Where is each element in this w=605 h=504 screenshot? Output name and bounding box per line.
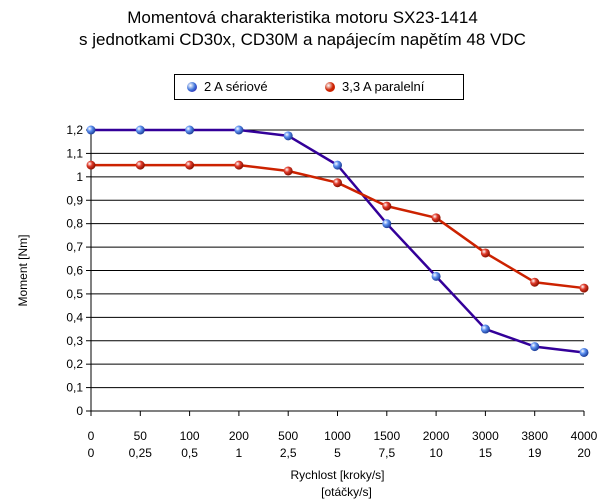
y-tick-label: 0,5 — [66, 287, 83, 301]
data-point-series-2 — [382, 201, 392, 211]
chart-subtitle: s jednotkami CD30x, CD30M a napájecím na… — [79, 30, 526, 49]
data-point-series-1 — [431, 271, 441, 281]
data-point-series-1 — [135, 125, 145, 135]
x-tick-label-secondary: 2,5 — [280, 446, 297, 460]
x-tick-label: 0 — [88, 429, 95, 443]
data-point-series-2 — [431, 213, 441, 223]
y-tick-label: 0,2 — [66, 357, 83, 371]
data-point-series-1 — [185, 125, 195, 135]
x-tick-label: 200 — [229, 429, 249, 443]
y-tick-label: 1,2 — [66, 123, 83, 137]
y-tick-label: 0,9 — [66, 193, 83, 207]
y-tick-label: 1 — [76, 170, 83, 184]
data-point-series-1 — [530, 342, 540, 352]
y-tick-label: 0,6 — [66, 264, 83, 278]
x-tick-label-secondary: 10 — [429, 446, 443, 460]
x-tick-label-secondary: 7,5 — [378, 446, 395, 460]
data-point-series-1 — [579, 347, 589, 357]
y-axis-label: Moment [Nm] — [16, 234, 30, 306]
x-tick-label: 100 — [180, 429, 200, 443]
chart-legend: 2 A sériové 3,3 A paralelní — [174, 74, 464, 100]
legend-label-series-2: 3,3 A paralelní — [342, 79, 425, 94]
y-tick-label: 0,1 — [66, 381, 83, 395]
data-point-series-1 — [333, 160, 342, 170]
y-tick-label: 0,7 — [66, 240, 83, 254]
x-tick-label-secondary: 20 — [577, 446, 591, 460]
x-tick-label-secondary: 5 — [334, 446, 341, 460]
y-tick-label: 0,3 — [66, 334, 83, 348]
y-tick-label: 0 — [76, 404, 83, 418]
legend-item-series-2: 3,3 A paralelní — [325, 79, 424, 94]
x-tick-label-secondary: 0 — [88, 446, 95, 460]
x-tick-label: 3800 — [521, 429, 548, 443]
x-axis-label-secondary: [otáčky/s] — [321, 485, 372, 499]
x-tick-label: 1500 — [373, 429, 400, 443]
y-tick-label: 0,8 — [66, 217, 83, 231]
y-tick-label: 1,1 — [66, 146, 83, 160]
x-tick-label-secondary: 15 — [479, 446, 493, 460]
data-point-series-2 — [283, 166, 293, 176]
x-tick-label: 2000 — [423, 429, 450, 443]
data-point-series-2 — [234, 160, 244, 170]
x-tick-label: 1000 — [324, 429, 351, 443]
data-point-series-1 — [480, 324, 490, 334]
x-tick-label-secondary: 19 — [528, 446, 542, 460]
x-tick-label-secondary: 0,5 — [181, 446, 198, 460]
x-tick-label: 500 — [278, 429, 298, 443]
data-point-series-1 — [86, 125, 96, 135]
data-point-series-1 — [234, 125, 244, 135]
data-point-series-1 — [283, 131, 293, 141]
data-point-series-2 — [185, 160, 195, 170]
data-point-series-2 — [135, 160, 145, 170]
x-tick-label-secondary: 1 — [236, 446, 243, 460]
y-tick-label: 0,4 — [66, 310, 83, 324]
legend-marker-series-1 — [187, 81, 197, 92]
legend-item-series-1: 2 A sériové — [187, 79, 268, 94]
x-tick-label: 4000 — [571, 429, 598, 443]
x-tick-label: 50 — [134, 429, 148, 443]
data-point-series-2 — [530, 277, 540, 287]
legend-label-series-1: 2 A sériové — [204, 79, 268, 94]
data-point-series-2 — [333, 178, 342, 188]
legend-marker-series-2 — [325, 81, 335, 92]
x-tick-label: 3000 — [472, 429, 499, 443]
gridlines — [86, 129, 584, 412]
data-point-series-2 — [579, 283, 589, 293]
x-axis-label: Rychlost [kroky/s] — [290, 468, 384, 482]
chart-title: Momentová charakteristika motoru SX23-14… — [127, 8, 478, 27]
data-point-series-2 — [480, 248, 490, 258]
x-tick-label-secondary: 0,25 — [129, 446, 153, 460]
data-point-series-2 — [86, 160, 96, 170]
data-point-series-1 — [382, 219, 392, 229]
